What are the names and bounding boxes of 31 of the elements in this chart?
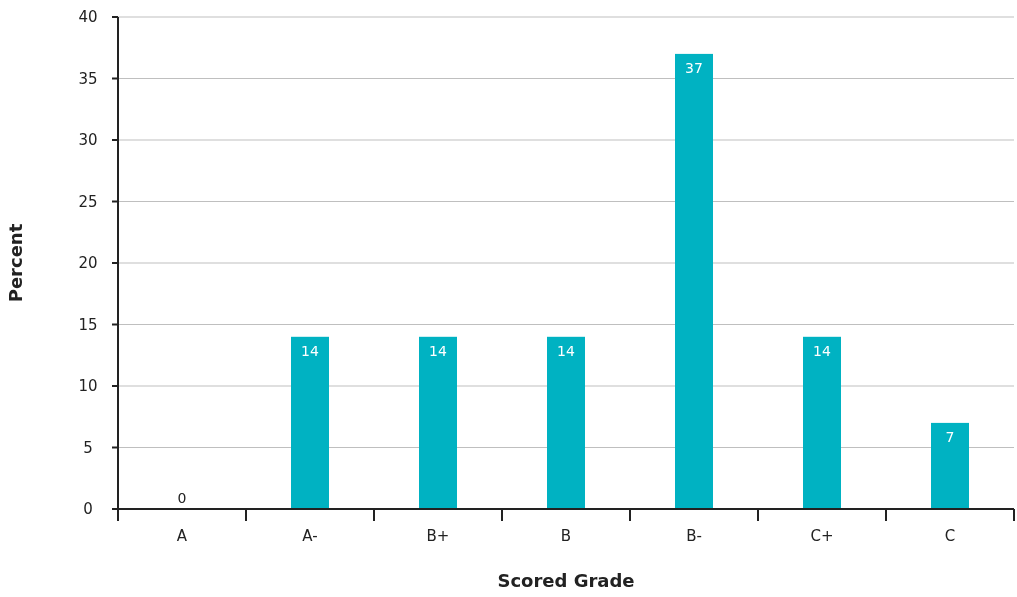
y-tick-label: 30 [78, 131, 98, 150]
data-label: 37 [685, 59, 703, 76]
bar [931, 422, 969, 509]
y-tick-label: 10 [78, 377, 98, 396]
x-tick-label: C [944, 527, 956, 545]
y-axis-title: Percent [5, 223, 26, 303]
bar [291, 336, 329, 509]
data-label: 14 [813, 342, 831, 359]
x-axis-title: Scored Grade [497, 570, 635, 591]
x-tick-label: B- [686, 527, 702, 545]
x-tick-label: B [560, 527, 572, 545]
data-label: 14 [429, 342, 447, 359]
bar [419, 336, 457, 509]
y-tick-label: 40 [78, 8, 98, 27]
x-tick-label: B+ [426, 527, 450, 545]
x-tick-label: A- [302, 527, 318, 545]
bar [803, 336, 841, 509]
y-tick-label: 5 [83, 438, 93, 457]
y-tick-label: 0 [83, 500, 93, 519]
data-label: 7 [945, 428, 955, 445]
y-tick-label: 25 [78, 192, 98, 211]
data-label: 14 [557, 342, 575, 359]
y-tick-label: 35 [78, 69, 98, 88]
bar [675, 53, 713, 509]
data-label: 0 [177, 490, 187, 506]
bar [547, 336, 585, 509]
x-tick-label: A [176, 527, 188, 545]
y-tick-label: 15 [78, 315, 98, 334]
x-tick-label: C+ [810, 527, 834, 545]
data-label: 14 [301, 342, 319, 359]
y-tick-label: 20 [78, 254, 98, 273]
